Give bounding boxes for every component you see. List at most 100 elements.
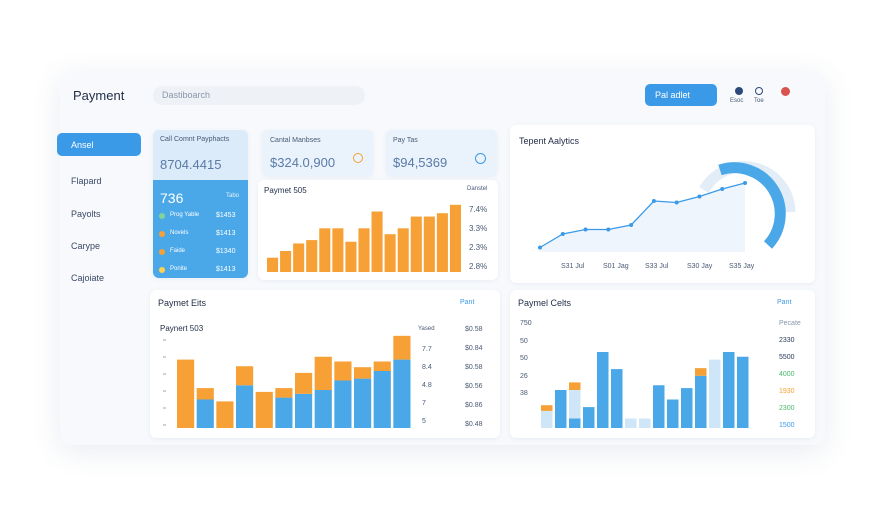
- bar-segment: [314, 356, 332, 390]
- bar-segment: [196, 399, 214, 428]
- icon: [353, 153, 363, 163]
- axis-label: 3.3%: [469, 224, 488, 233]
- bar-segment: [275, 388, 293, 398]
- legend: Yased: [418, 326, 435, 332]
- bar-segment: [295, 372, 313, 394]
- search-text: Dastiboarch: [162, 90, 211, 100]
- axis-label: $0.86: [465, 402, 483, 409]
- bar-segment: [695, 375, 707, 428]
- axis-label: $0.84: [465, 345, 483, 352]
- app-title: Payment: [73, 88, 125, 103]
- bar-segment: [393, 335, 411, 360]
- nav-item[interactable]: Payolts: [71, 208, 101, 219]
- filter[interactable]: Pant: [777, 299, 792, 306]
- bar-segment: [373, 361, 391, 371]
- icon[interactable]: [755, 87, 763, 95]
- bar-segment: [177, 359, 195, 428]
- dot: [159, 267, 165, 273]
- icon[interactable]: [735, 87, 743, 95]
- axis-label: Pecate: [779, 320, 801, 327]
- bar: [280, 251, 292, 272]
- axis-label: 5500: [779, 354, 795, 361]
- item-name: Faide: [170, 248, 186, 254]
- search-box[interactable]: [153, 86, 365, 105]
- axis-label: 7: [422, 400, 426, 407]
- bar: [358, 228, 370, 272]
- bar-segment: [597, 352, 609, 428]
- bar-segment: [275, 397, 293, 428]
- nav-item[interactable]: Cajoiate: [71, 272, 105, 283]
- bar-segment: [653, 385, 665, 428]
- bar: [345, 241, 357, 272]
- bar-segment: [541, 405, 553, 411]
- button-text: Pal adlet: [655, 90, 691, 100]
- card-label: Cantal Manbses: [270, 137, 321, 144]
- bar: [332, 228, 344, 272]
- nav-item[interactable]: Carype: [71, 240, 101, 251]
- point: [583, 227, 588, 232]
- bar-segment: [314, 390, 332, 428]
- item-name: Prog Yable: [170, 212, 200, 218]
- summary-panel: [153, 180, 248, 278]
- bar-segment: [354, 367, 372, 379]
- chart-title: Paymet 505: [264, 186, 307, 195]
- bar-segment: [611, 369, 623, 428]
- item-amount: $1340: [216, 248, 236, 255]
- user-item: Esoc: [730, 98, 744, 104]
- axis-label: 4000: [779, 371, 795, 378]
- bar-segment: [295, 393, 313, 428]
- area: [540, 183, 745, 252]
- bar: [423, 216, 435, 272]
- line: [539, 182, 746, 249]
- bar-segment: [695, 368, 707, 376]
- axis-label: 2300: [779, 405, 795, 412]
- axis-label: 1930: [779, 388, 795, 395]
- dot: [159, 231, 165, 237]
- axis-label: 7.7: [422, 346, 432, 353]
- x-tick-label: S31 Jul: [561, 263, 585, 270]
- bar-segment: [393, 359, 411, 428]
- bar-segment: [373, 371, 391, 428]
- summary-tag: Tabo: [226, 193, 240, 199]
- item-name: Novels: [170, 230, 189, 236]
- bar-segment: [737, 356, 749, 428]
- x-tick-label: S35 Jay: [729, 263, 755, 270]
- axis-label: 5: [422, 418, 426, 425]
- axis-label: 7.4%: [469, 205, 488, 214]
- filter[interactable]: Pant: [460, 299, 475, 306]
- point: [651, 199, 656, 203]
- card-label: Pay Tas: [393, 137, 418, 144]
- point: [674, 200, 679, 205]
- bar-segment: [334, 361, 352, 381]
- bar: [319, 228, 331, 272]
- bar-segment: [639, 418, 651, 428]
- bar-segment: [569, 382, 581, 390]
- card-value: $324.0,900: [270, 155, 336, 170]
- primary-button[interactable]: [645, 84, 717, 106]
- bar: [436, 213, 448, 272]
- point: [720, 187, 725, 191]
- dot: [159, 249, 165, 255]
- axis-label: 26: [520, 372, 528, 380]
- bar-segment: [681, 388, 693, 428]
- bar-segment: [236, 366, 254, 386]
- point: [560, 232, 565, 236]
- axis-label: $0.58: [465, 326, 483, 333]
- axis-label: 38: [520, 390, 528, 397]
- bar-segment: [334, 380, 352, 428]
- bar-segment: [569, 390, 581, 419]
- axis-label: 50: [520, 355, 528, 362]
- axis-label: $0.48: [465, 421, 483, 428]
- axis-label: $0.56: [465, 383, 483, 390]
- nav-item[interactable]: Flapard: [71, 175, 102, 186]
- bar: [384, 234, 396, 272]
- x-tick-label: S01 Jag: [603, 263, 629, 270]
- nav-item[interactable]: Ansel: [57, 133, 141, 156]
- avatar[interactable]: [781, 87, 790, 96]
- axis-label: 2.3%: [469, 243, 488, 252]
- legend: Danstel: [467, 186, 488, 192]
- bar-segment: [709, 359, 721, 428]
- point: [606, 227, 611, 232]
- summary-value: 736: [160, 190, 184, 206]
